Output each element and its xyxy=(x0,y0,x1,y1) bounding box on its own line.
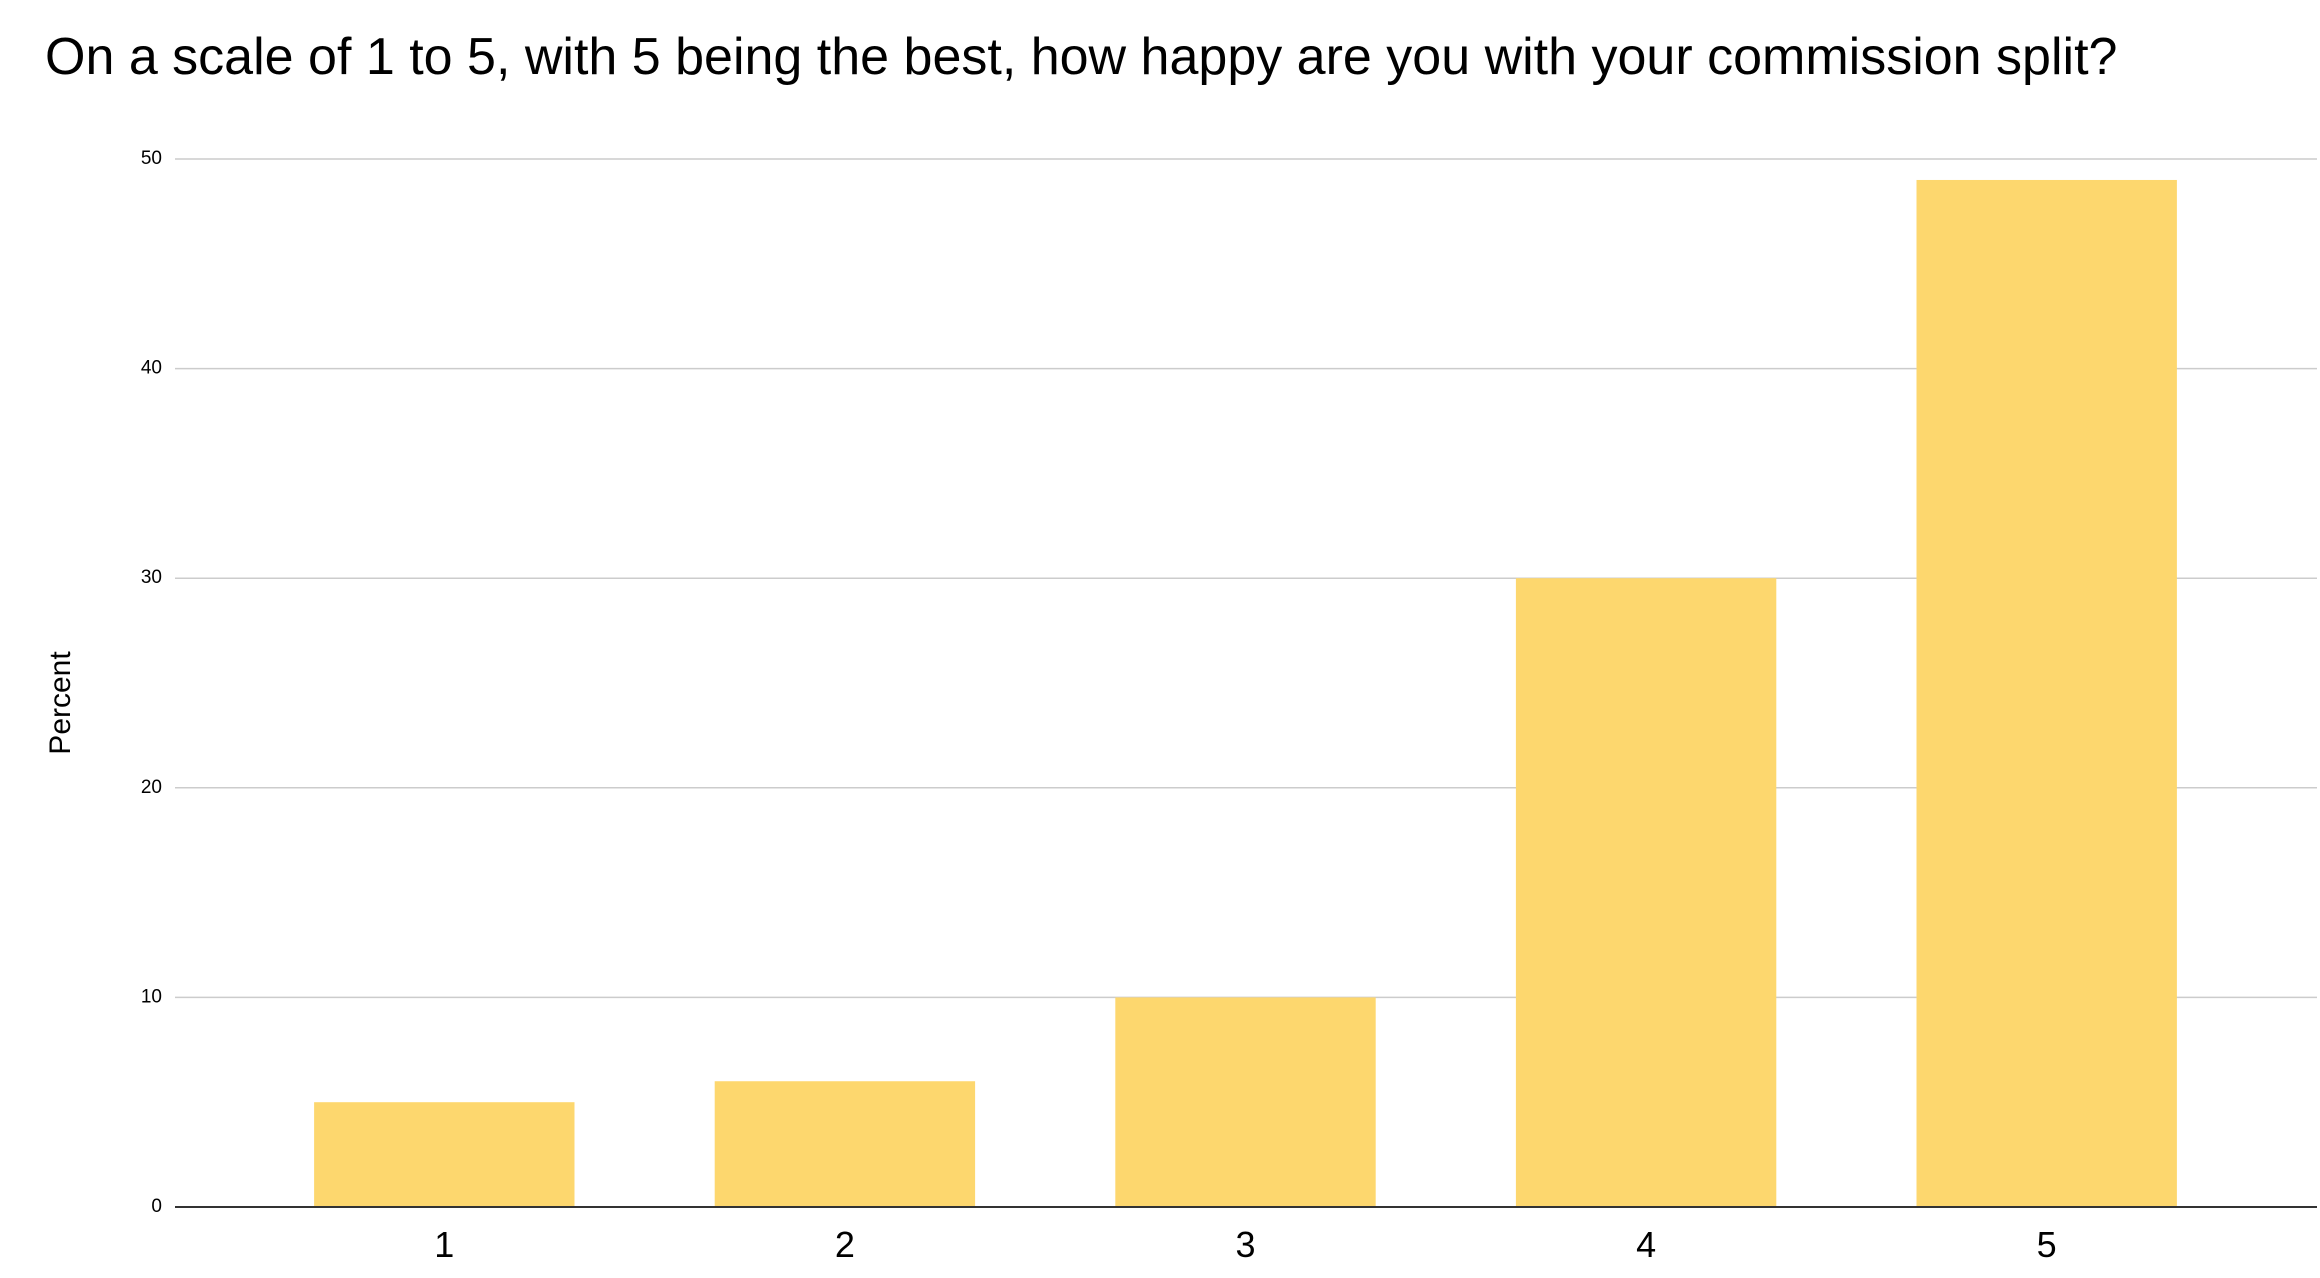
y-tick-label: 10 xyxy=(141,986,162,1007)
y-tick-label: 0 xyxy=(151,1196,162,1217)
x-tick-label: 1 xyxy=(434,1224,454,1265)
x-tick-label: 5 xyxy=(2037,1224,2057,1265)
y-tick-label: 30 xyxy=(141,567,162,588)
y-tick-label: 20 xyxy=(141,777,162,798)
x-tick-label: 3 xyxy=(1235,1224,1255,1265)
x-tick-label: 2 xyxy=(835,1224,855,1265)
bar xyxy=(1115,997,1376,1207)
bar xyxy=(314,1102,575,1207)
bar xyxy=(1515,578,1777,1207)
bar xyxy=(1916,179,2177,1208)
x-tick-label: 4 xyxy=(1636,1224,1656,1265)
bar xyxy=(714,1081,976,1207)
y-axis-label: Percent xyxy=(44,651,77,755)
chart-title: On a scale of 1 to 5, with 5 being the b… xyxy=(45,28,2117,86)
y-tick-label: 40 xyxy=(141,358,162,379)
y-tick-label: 50 xyxy=(141,148,162,169)
